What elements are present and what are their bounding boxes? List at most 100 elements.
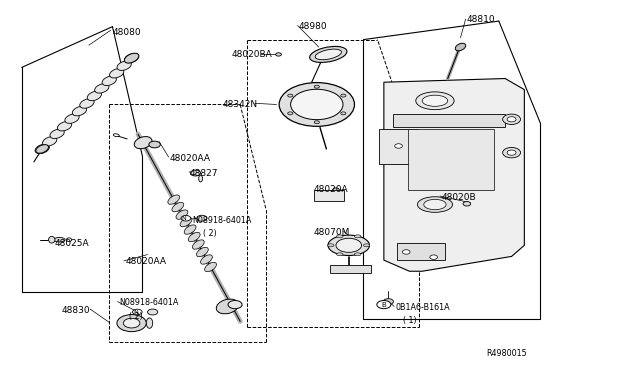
Ellipse shape (132, 309, 142, 315)
Ellipse shape (430, 255, 438, 259)
Text: N: N (133, 310, 138, 314)
Ellipse shape (337, 235, 343, 238)
Text: N08918-6401A: N08918-6401A (192, 216, 252, 225)
Ellipse shape (377, 301, 391, 309)
Ellipse shape (134, 137, 152, 149)
Ellipse shape (80, 99, 94, 108)
Ellipse shape (124, 53, 139, 63)
Text: R4980015: R4980015 (486, 349, 527, 358)
Ellipse shape (340, 112, 346, 115)
Ellipse shape (455, 43, 466, 51)
Ellipse shape (124, 54, 139, 63)
Text: 48020B: 48020B (442, 193, 476, 202)
Text: 48810: 48810 (467, 16, 495, 25)
Ellipse shape (72, 106, 86, 116)
Text: N08918-6401A: N08918-6401A (119, 298, 178, 307)
Ellipse shape (181, 215, 191, 221)
Ellipse shape (200, 255, 212, 264)
Bar (397, 243, 445, 260)
Ellipse shape (149, 141, 161, 148)
Ellipse shape (395, 144, 403, 148)
Bar (330, 265, 371, 273)
Ellipse shape (328, 244, 334, 247)
Ellipse shape (95, 84, 109, 93)
Ellipse shape (422, 95, 448, 106)
Ellipse shape (193, 240, 204, 249)
Text: 48025A: 48025A (55, 239, 90, 248)
Ellipse shape (196, 215, 207, 221)
Ellipse shape (333, 188, 339, 192)
Ellipse shape (416, 92, 454, 110)
Ellipse shape (58, 122, 72, 131)
Text: ( 2): ( 2) (129, 312, 143, 321)
Ellipse shape (168, 195, 180, 204)
Ellipse shape (50, 129, 64, 138)
Text: 48980: 48980 (299, 22, 328, 31)
Bar (380, 129, 418, 164)
Ellipse shape (109, 68, 124, 78)
Ellipse shape (176, 210, 188, 219)
Ellipse shape (403, 250, 410, 254)
Ellipse shape (67, 238, 72, 241)
Ellipse shape (180, 217, 192, 227)
Ellipse shape (279, 83, 355, 126)
Ellipse shape (172, 202, 184, 212)
Ellipse shape (328, 235, 369, 256)
Ellipse shape (117, 315, 147, 332)
Ellipse shape (288, 112, 293, 115)
Ellipse shape (291, 89, 343, 120)
Ellipse shape (288, 94, 293, 97)
Text: N: N (182, 216, 186, 221)
Text: 48830: 48830 (61, 306, 90, 315)
Ellipse shape (87, 91, 102, 101)
Ellipse shape (507, 117, 516, 122)
Ellipse shape (507, 150, 516, 155)
Ellipse shape (36, 145, 49, 153)
Ellipse shape (102, 76, 116, 86)
Ellipse shape (424, 199, 446, 210)
Ellipse shape (336, 238, 362, 252)
Ellipse shape (314, 121, 319, 124)
Ellipse shape (315, 49, 342, 60)
Ellipse shape (276, 53, 282, 56)
Polygon shape (384, 78, 524, 271)
Ellipse shape (314, 85, 319, 88)
Text: B: B (381, 302, 386, 308)
Ellipse shape (42, 137, 57, 146)
Ellipse shape (124, 318, 140, 328)
Bar (394, 114, 505, 127)
Text: 48342N: 48342N (223, 100, 258, 109)
Text: 48020AA: 48020AA (170, 154, 211, 163)
Ellipse shape (196, 247, 208, 257)
Text: 48070M: 48070M (314, 228, 350, 237)
Ellipse shape (355, 253, 361, 256)
Ellipse shape (117, 61, 131, 70)
Bar (314, 190, 344, 201)
Bar (408, 129, 494, 190)
Ellipse shape (49, 236, 55, 243)
Ellipse shape (228, 301, 242, 309)
Ellipse shape (502, 114, 520, 125)
Ellipse shape (190, 170, 200, 176)
Ellipse shape (184, 225, 196, 234)
Ellipse shape (310, 46, 347, 62)
Text: ( 2): ( 2) (203, 229, 217, 238)
Ellipse shape (65, 114, 79, 124)
Ellipse shape (463, 202, 470, 206)
Text: 48020A: 48020A (314, 185, 348, 194)
Ellipse shape (205, 262, 216, 272)
Ellipse shape (355, 235, 361, 238)
Text: 48827: 48827 (189, 169, 218, 177)
Ellipse shape (340, 94, 346, 97)
Ellipse shape (502, 147, 520, 158)
Ellipse shape (35, 144, 49, 154)
Ellipse shape (188, 232, 200, 242)
Ellipse shape (147, 318, 153, 328)
Text: 48080: 48080 (113, 28, 141, 37)
Text: 48020AA: 48020AA (125, 257, 166, 266)
Ellipse shape (417, 197, 452, 212)
Text: 0B1A6-B161A: 0B1A6-B161A (396, 303, 450, 312)
Ellipse shape (216, 299, 239, 314)
Ellipse shape (364, 244, 370, 247)
Ellipse shape (383, 299, 394, 305)
